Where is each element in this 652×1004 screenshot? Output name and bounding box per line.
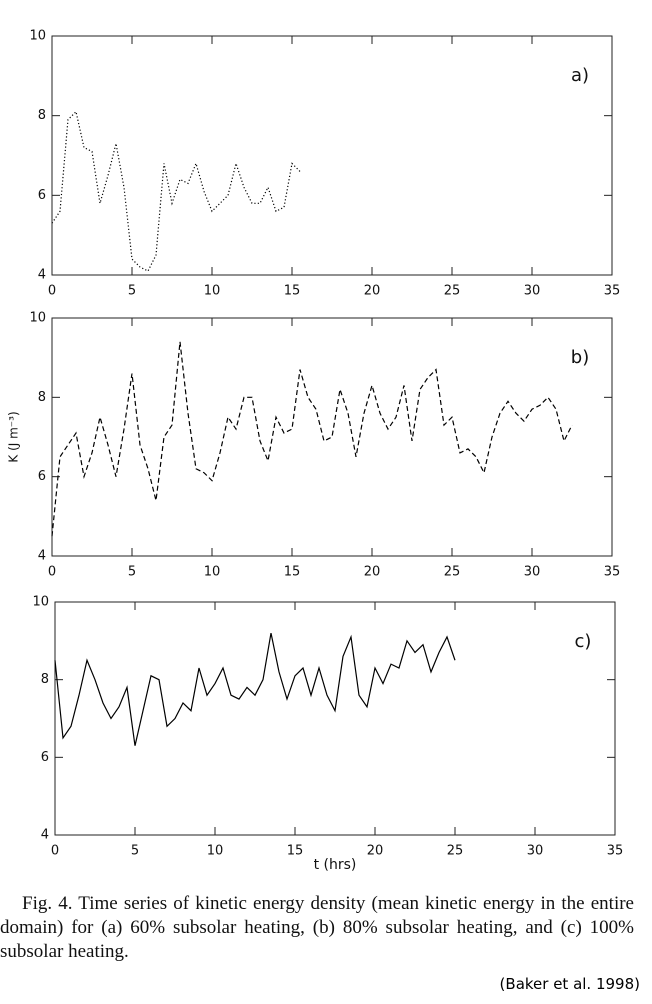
x-tick-label: 35 bbox=[607, 844, 624, 859]
x-tick-label: 20 bbox=[367, 844, 384, 859]
x-tick-label: 10 bbox=[204, 565, 221, 580]
y-tick-label: 4 bbox=[38, 549, 46, 564]
x-tick-label: 0 bbox=[48, 565, 56, 580]
data-line bbox=[51, 110, 301, 272]
x-axis-label: t (hrs) bbox=[314, 857, 357, 873]
panel-label: c) bbox=[575, 631, 592, 652]
plot-frame bbox=[51, 317, 613, 557]
x-tick-label: 35 bbox=[604, 284, 621, 299]
y-tick-label: 4 bbox=[38, 268, 46, 283]
y-tick-label: 6 bbox=[41, 750, 49, 765]
data-line bbox=[51, 341, 573, 537]
x-tick-label: 30 bbox=[524, 565, 541, 580]
x-tick-label: 0 bbox=[48, 284, 56, 299]
plot-frame bbox=[54, 601, 616, 836]
y-tick-label: 10 bbox=[32, 595, 49, 610]
x-tick-label: 35 bbox=[604, 565, 621, 580]
caption: Fig. 4. Time series of kinetic energy de… bbox=[0, 893, 634, 962]
y-tick-label: 8 bbox=[41, 672, 49, 687]
x-tick-label: 0 bbox=[51, 844, 59, 859]
y-tick-label: 6 bbox=[38, 188, 46, 203]
x-tick-label: 5 bbox=[128, 565, 136, 580]
x-tick-label: 5 bbox=[131, 844, 139, 859]
x-tick-label: 20 bbox=[364, 565, 381, 580]
y-tick-label: 10 bbox=[29, 29, 46, 44]
y-tick-label: 8 bbox=[38, 390, 46, 405]
x-tick-label: 10 bbox=[204, 284, 221, 299]
credit: (Baker et al. 1998) bbox=[499, 975, 640, 993]
y-tick-label: 8 bbox=[38, 108, 46, 123]
y-tick-label: 4 bbox=[41, 828, 49, 843]
data-line bbox=[54, 632, 456, 746]
x-tick-label: 30 bbox=[524, 284, 541, 299]
panel-label: a) bbox=[571, 65, 589, 86]
x-tick-label: 15 bbox=[287, 844, 304, 859]
x-tick-label: 15 bbox=[284, 565, 301, 580]
x-tick-label: 15 bbox=[284, 284, 301, 299]
y-axis-label: K (J m⁻³) bbox=[7, 411, 21, 462]
x-tick-label: 30 bbox=[527, 844, 544, 859]
x-tick-label: 25 bbox=[444, 284, 461, 299]
y-tick-label: 6 bbox=[38, 469, 46, 484]
x-tick-label: 25 bbox=[444, 565, 461, 580]
x-tick-label: 20 bbox=[364, 284, 381, 299]
x-tick-label: 25 bbox=[447, 844, 464, 859]
plot-frame bbox=[51, 35, 613, 276]
panel-label: b) bbox=[571, 347, 589, 368]
figure: 0 5 10 15 20 25 30 35 4 6 8 10 a) 0 5 10 15 20 25 30 35 4 6 8 10… bbox=[7, 29, 624, 874]
x-tick-label: 5 bbox=[128, 284, 136, 299]
x-tick-label: 10 bbox=[207, 844, 224, 859]
y-tick-label: 10 bbox=[29, 311, 46, 326]
